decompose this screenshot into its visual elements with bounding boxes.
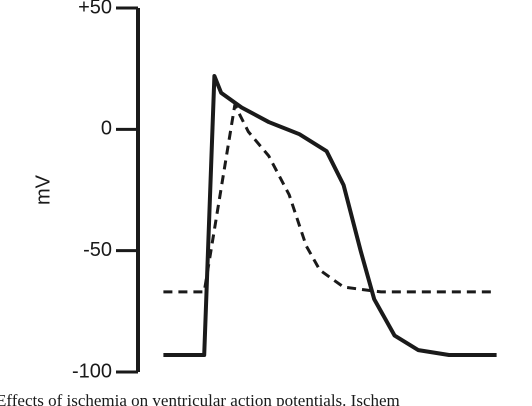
caption: Effects of ischemia on ventricular actio… [0, 391, 400, 406]
series-line [163, 73, 497, 358]
y-tick-label: -50 [83, 239, 112, 261]
y-tick-label: +50 [78, 0, 112, 18]
y-tick-label: 0 [101, 118, 112, 140]
y-tick-label: -100 [72, 360, 112, 382]
y-axis-label: mV [32, 174, 54, 205]
series-line [163, 103, 497, 294]
